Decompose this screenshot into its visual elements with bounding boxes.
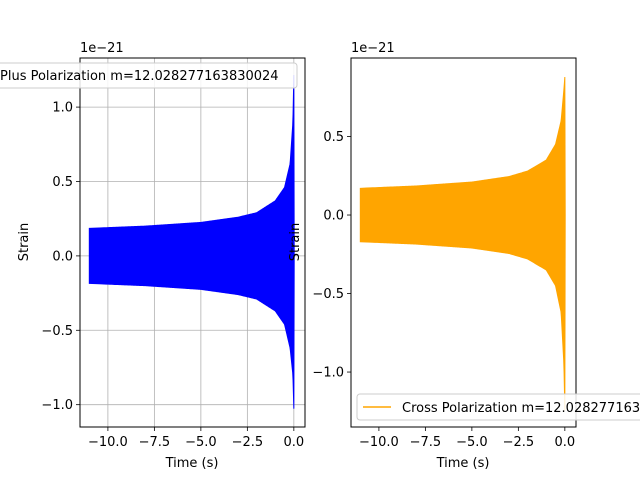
- y-tick-label: 0.0: [52, 249, 73, 264]
- plus-polarization-waveform: [88, 75, 295, 409]
- legend-entry-plus: Plus Polarization m=12.028277163830024: [0, 69, 279, 84]
- legend-box: [0, 62, 298, 89]
- x-axis-label: Time (s): [436, 456, 490, 471]
- y-tick-label: 0.0: [323, 209, 344, 224]
- x-tick-label: 0.0: [554, 435, 575, 450]
- y-axis-ticks: −1.0 −0.5 0.0 0.5 1.0: [41, 101, 80, 413]
- y-tick-label: 1.0: [52, 101, 73, 116]
- x-tick-label: −2.5: [232, 435, 264, 450]
- y-offset-label: 1e−21: [80, 41, 124, 56]
- cross-polarization-waveform: [359, 76, 566, 411]
- x-axis-ticks: −10.0 −7.5 −5.0 −2.5 0.0: [88, 427, 304, 450]
- y-tick-label: 0.5: [52, 175, 73, 190]
- x-tick-label: −7.5: [139, 435, 171, 450]
- legend-box: [356, 393, 640, 421]
- legend: Plus Polarization m=12.028277163830024: [0, 62, 298, 89]
- plus-polarization-chart: −10.0 −7.5 −5.0 −2.5 0.0 −1.0 −0.5 0.0 0.5 1.0 T…: [0, 41, 306, 471]
- legend-entry-cross: Cross Polarization m=12.028277163830024: [402, 401, 640, 416]
- x-axis-label: Time (s): [165, 456, 219, 471]
- y-tick-label: −1.0: [41, 398, 73, 413]
- y-tick-label: −0.5: [41, 324, 73, 339]
- y-tick-label: −1.0: [312, 366, 344, 381]
- x-tick-label: −7.5: [410, 435, 442, 450]
- x-tick-label: −5.0: [456, 435, 488, 450]
- y-tick-label: 0.5: [323, 130, 344, 145]
- x-axis-ticks: −10.0 −7.5 −5.0 −2.5 0.0: [359, 427, 575, 450]
- y-offset-label: 1e−21: [351, 41, 395, 56]
- x-tick-label: −2.5: [503, 435, 535, 450]
- x-tick-label: −10.0: [88, 435, 128, 450]
- x-tick-label: −5.0: [185, 435, 217, 450]
- y-axis-label: Strain: [288, 223, 303, 262]
- x-tick-label: −10.0: [359, 435, 399, 450]
- y-axis-label: Strain: [17, 223, 32, 262]
- plot-frame: [350, 57, 577, 428]
- y-axis-ticks: −1.0 −0.5 0.0 0.5: [312, 130, 351, 381]
- legend: Cross Polarization m=12.028277163830024: [356, 393, 640, 421]
- y-tick-label: −0.5: [312, 287, 344, 302]
- cross-polarization-chart: −10.0 −7.5 −5.0 −2.5 0.0 −1.0 −0.5 0.0 0.5 Time…: [288, 41, 640, 471]
- x-tick-label: 0.0: [283, 435, 304, 450]
- plot-frame: [79, 57, 306, 428]
